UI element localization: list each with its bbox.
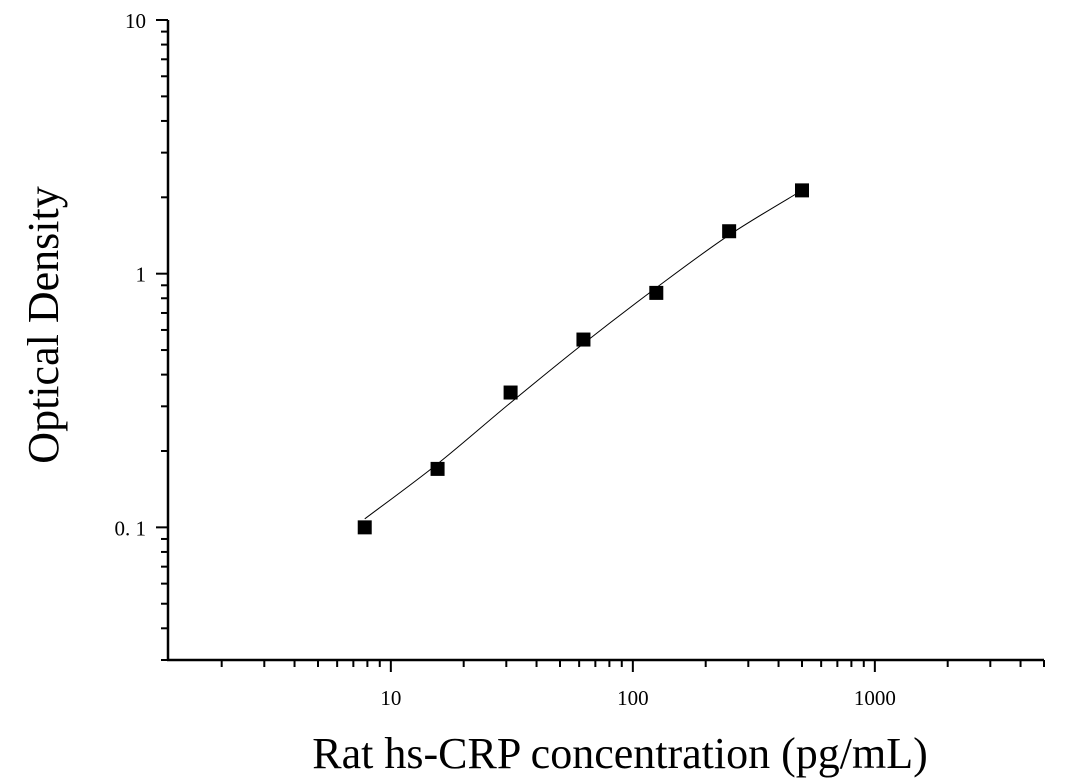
y-tick-labels: 0. 1 1 10 (115, 9, 147, 540)
data-points (357, 183, 809, 535)
data-point (794, 183, 809, 198)
x-tick-label: 10 (380, 686, 401, 710)
x-axis-ticks (220, 660, 1045, 672)
y-tick-label: 10 (125, 9, 146, 33)
x-tick-labels: 10 100 1000 (380, 686, 896, 710)
data-point (722, 224, 737, 239)
x-tick-label: 100 (617, 686, 649, 710)
axes (156, 19, 1045, 672)
data-point (503, 385, 518, 400)
y-axis-title: Optical Density (19, 186, 68, 463)
data-point (649, 285, 664, 300)
fit-curve (364, 189, 803, 520)
y-tick-label: 0. 1 (115, 516, 147, 540)
y-axis-ticks (156, 19, 168, 661)
data-point (430, 461, 445, 476)
x-tick-label: 1000 (854, 686, 896, 710)
y-tick-label: 1 (136, 263, 147, 287)
data-point (357, 520, 372, 535)
data-point (576, 332, 591, 347)
x-axis-title: Rat hs-CRP concentration (pg/mL) (312, 729, 927, 778)
